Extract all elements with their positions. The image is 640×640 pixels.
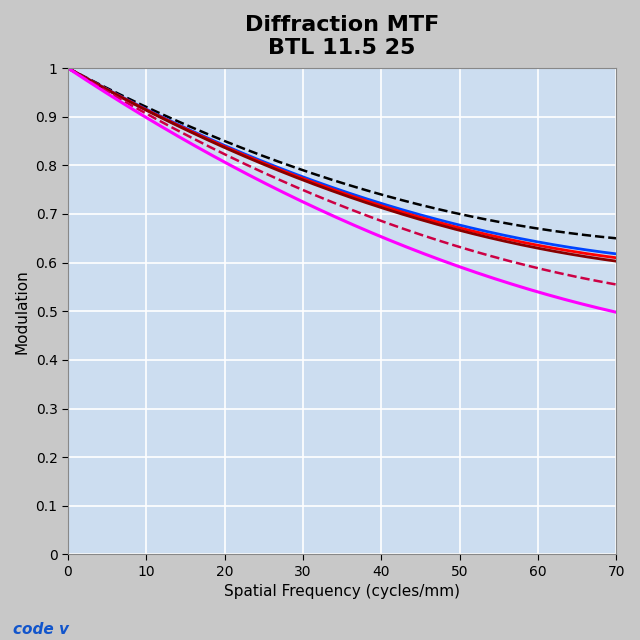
Title: Diffraction MTF
BTL 11.5 25: Diffraction MTF BTL 11.5 25 (245, 15, 439, 58)
Text: code v: code v (13, 621, 69, 637)
Y-axis label: Modulation: Modulation (15, 269, 30, 354)
X-axis label: Spatial Frequency (cycles/mm): Spatial Frequency (cycles/mm) (224, 584, 460, 600)
